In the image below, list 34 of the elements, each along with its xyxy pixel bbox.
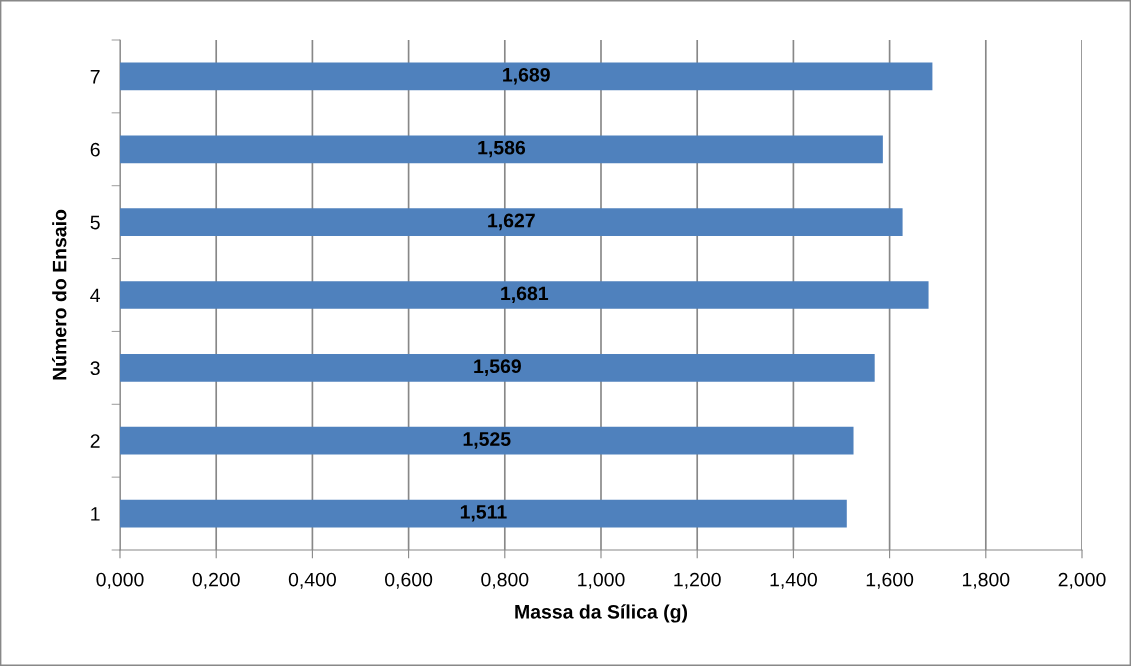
data-label: 1,689 [503,67,550,85]
data-label: 1,627 [488,213,535,231]
bar [120,426,854,455]
x-tick-label: 0,000 [96,572,144,589]
x-tick-label: 2,000 [1058,572,1106,589]
data-label: 1,586 [478,140,526,158]
data-label: 1,511 [460,505,507,522]
bar [120,62,933,91]
x-tick-label: 0,400 [288,572,336,589]
x-tick-label: 1,800 [962,572,1010,589]
y-tick-label: 1 [91,507,100,521]
y-tick-label: 7 [90,70,100,84]
x-tick-label: 1,600 [866,572,914,589]
y-axis-title: Número do Ensaio [52,209,67,380]
x-tick-label: 1,200 [674,572,721,589]
x-tick-label: 0,600 [385,572,433,589]
bar [120,135,883,164]
data-label: 1,569 [474,359,521,376]
x-tick-label: 0,200 [192,572,240,589]
bar [120,499,847,528]
bar [120,281,929,309]
x-tick-label: 1,400 [770,572,817,589]
y-tick-label: 4 [90,288,100,303]
y-tick-label: 3 [90,361,100,376]
bar [120,354,875,382]
x-axis-title: Massa da Sílica (g) [515,604,688,623]
y-tick-label: 5 [90,215,100,230]
data-label: 1,525 [463,432,511,449]
data-label: 1,681 [501,286,549,304]
x-tick-label: 1,000 [578,572,625,589]
y-tick-label: 2 [90,434,100,448]
x-tick-label: 0,800 [481,572,529,589]
bar [120,208,903,236]
y-tick-label: 6 [90,142,100,157]
